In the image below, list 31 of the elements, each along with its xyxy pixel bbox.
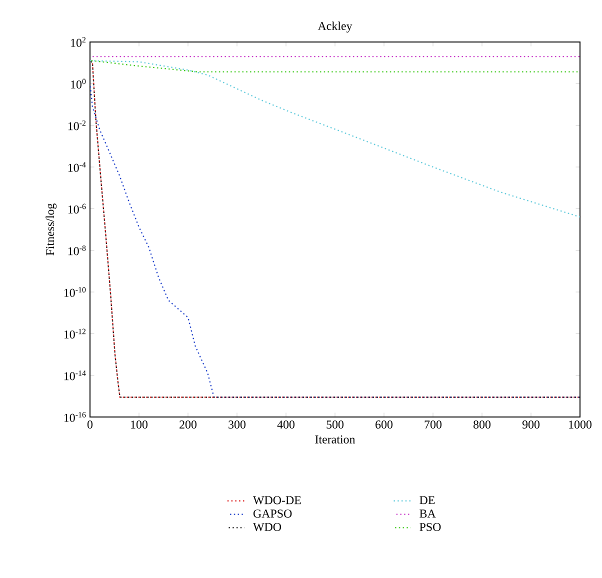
x-tick-label: 600 bbox=[376, 420, 393, 429]
x-tick-label: 1000 bbox=[569, 420, 592, 429]
y-tick-label: 10$^{-2}$ bbox=[68, 120, 86, 130]
legend-label: WDO-DE bbox=[252, 496, 301, 504]
y-tick-label: 10$^{-10}$ bbox=[64, 287, 86, 297]
y-tick-label: 10$^{-6}$ bbox=[68, 204, 86, 214]
y-tick-label: 10$^{-4}$ bbox=[68, 162, 86, 172]
y-tick-label: 10$^{-16}$ bbox=[64, 412, 86, 422]
legend-label: GAPSO bbox=[253, 510, 292, 518]
y-tick-label: 10$^{-12}$ bbox=[64, 328, 86, 339]
y-tick-label: 10$^{0}$ bbox=[71, 78, 86, 89]
y-tick-label: 10$^{-14}$ bbox=[64, 370, 86, 380]
x-tick-label: 0 bbox=[87, 420, 93, 429]
x-tick-label: 400 bbox=[277, 420, 295, 429]
legend-label: WDO bbox=[252, 522, 282, 532]
x-tick-label: 200 bbox=[180, 420, 197, 429]
y-axis-title: Fitness/log bbox=[46, 203, 57, 256]
legend-label: BA bbox=[420, 510, 436, 518]
x-tick-label: 900 bbox=[522, 420, 540, 429]
x-tick-label: 800 bbox=[473, 420, 491, 429]
line-series bbox=[90, 60, 580, 218]
x-tick-label: 300 bbox=[228, 420, 246, 429]
chart-title: Ackley bbox=[318, 22, 352, 32]
y-tick-label: 10$^{-8}$ bbox=[68, 245, 86, 256]
x-tick-label: 700 bbox=[424, 420, 442, 429]
x-tick-label: 100 bbox=[131, 420, 148, 429]
y-tick-label: 10$^{2}$ bbox=[71, 37, 86, 47]
legend-label: DE bbox=[420, 496, 435, 504]
x-tick-label: 500 bbox=[326, 420, 344, 429]
x-axis-title: Iteration bbox=[315, 435, 356, 444]
legend-label: PSO bbox=[420, 522, 441, 532]
